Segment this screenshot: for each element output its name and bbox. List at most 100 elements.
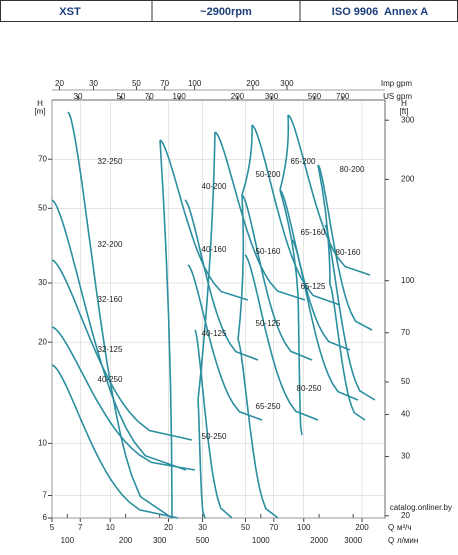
tile-boundary xyxy=(279,114,290,191)
tick-label: 100 xyxy=(188,79,202,88)
tick-label: 200 xyxy=(246,79,260,88)
tick-label: 70 xyxy=(401,328,410,337)
tile-label: 40-250 xyxy=(98,375,123,384)
tick-label: 500 xyxy=(196,536,210,545)
tile-curve xyxy=(51,364,179,519)
axis-unit: [m] xyxy=(34,107,45,116)
tick-label: 20 xyxy=(164,523,173,532)
tick-label: 1000 xyxy=(252,536,270,545)
tile-curve xyxy=(297,295,303,436)
tick-label: 3000 xyxy=(344,536,362,545)
tick-label: 100 xyxy=(401,276,415,285)
tile-curve xyxy=(51,199,187,471)
tick-label: 2000 xyxy=(310,536,328,545)
tile-label: 32-200 xyxy=(98,240,123,249)
tile-label: 80-250 xyxy=(297,384,322,393)
header-cell: XST xyxy=(59,6,81,18)
tile-curve xyxy=(197,399,206,519)
tick-label: 300 xyxy=(265,92,279,101)
tile-label: 50-200 xyxy=(256,170,281,179)
tile-curve xyxy=(184,199,259,361)
header-cell: ISO 9906 Annex A xyxy=(332,6,428,18)
tile-boundary xyxy=(197,131,216,401)
tick-label: 30 xyxy=(74,92,83,101)
tile-label: 80-200 xyxy=(340,165,365,174)
header-cell: ~2900rpm xyxy=(200,6,252,18)
tick-label: 300 xyxy=(401,115,415,124)
axis-unit: [ft] xyxy=(400,107,409,116)
tick-label: 100 xyxy=(61,536,75,545)
tile-label: 40-200 xyxy=(202,182,227,191)
tile-curve xyxy=(251,124,341,306)
axis-label: Q xyxy=(388,523,394,532)
tile-boundary xyxy=(241,124,253,196)
tile-curve xyxy=(287,114,371,276)
tick-label: 5 xyxy=(50,523,55,532)
tile-label: 32-160 xyxy=(98,295,123,304)
axis-label: H xyxy=(401,99,407,108)
tick-label: 300 xyxy=(153,536,167,545)
tick-label: 20 xyxy=(55,79,64,88)
tile-label: 50-160 xyxy=(256,247,281,256)
tick-label: 200 xyxy=(401,175,415,184)
tick-label: 50 xyxy=(38,203,47,212)
axis-label: H xyxy=(37,99,43,108)
tile-curve xyxy=(194,329,233,519)
tile-boundary xyxy=(237,194,245,341)
axis-label: Q xyxy=(388,536,394,545)
tick-label: 300 xyxy=(280,79,294,88)
tick-label: 30 xyxy=(198,523,207,532)
tick-label: 200 xyxy=(119,536,133,545)
tile-label: 40-160 xyxy=(202,245,227,254)
tick-label: 20 xyxy=(38,337,47,346)
tile-curve xyxy=(241,194,313,361)
tick-label: 10 xyxy=(106,523,115,532)
tick-label: 200 xyxy=(355,523,369,532)
tile-curve xyxy=(187,264,263,421)
tick-label: 70 xyxy=(269,523,278,532)
tile-label: 50-125 xyxy=(256,319,281,328)
tile-label: 50-250 xyxy=(202,432,227,441)
tile-label: 65-125 xyxy=(301,282,326,291)
tile-curve xyxy=(51,326,196,471)
axis-unit: л/мин xyxy=(397,536,418,545)
tile-curve xyxy=(159,139,249,301)
tick-label: 70 xyxy=(38,154,47,163)
tile-boundary xyxy=(159,139,173,519)
tick-label: 70 xyxy=(160,79,169,88)
tile-label: 65-160 xyxy=(301,228,326,237)
watermark: catalog.onliner.by xyxy=(390,503,452,512)
tile-curve xyxy=(244,254,319,421)
tick-label: 10 xyxy=(38,439,47,448)
axis-unit: м³/ч xyxy=(397,523,412,532)
tick-label: 7 xyxy=(78,523,83,532)
tick-label: 30 xyxy=(401,452,410,461)
tile-label: 80-160 xyxy=(336,248,361,257)
tick-label: 40 xyxy=(401,410,410,419)
tick-label: 30 xyxy=(38,278,47,287)
tick-label: 50 xyxy=(401,377,410,386)
tile-label: 65-200 xyxy=(291,157,316,166)
tile-curve xyxy=(237,339,279,519)
tile-boundary xyxy=(317,164,331,286)
tile-curve xyxy=(317,164,373,331)
tick-label: 20 xyxy=(401,511,410,520)
tick-label: 100 xyxy=(173,92,187,101)
tile-curve xyxy=(329,284,366,421)
tick-label: 50 xyxy=(117,92,126,101)
tile-label: 65-250 xyxy=(256,402,281,411)
tile-boundary xyxy=(279,189,299,296)
tick-label: 200 xyxy=(231,92,245,101)
tick-label: 6 xyxy=(43,513,48,522)
tile-curve xyxy=(279,189,351,351)
tile-curve xyxy=(67,111,173,519)
tick-label: 70 xyxy=(145,92,154,101)
tick-label: 100 xyxy=(297,523,311,532)
tile-curve xyxy=(214,131,306,301)
tile-curve xyxy=(51,259,193,441)
tile-label: 40-125 xyxy=(202,329,227,338)
tile-label: 32-250 xyxy=(98,157,123,166)
tick-label: 30 xyxy=(89,79,98,88)
axis-label: Imp gpm xyxy=(381,79,412,88)
